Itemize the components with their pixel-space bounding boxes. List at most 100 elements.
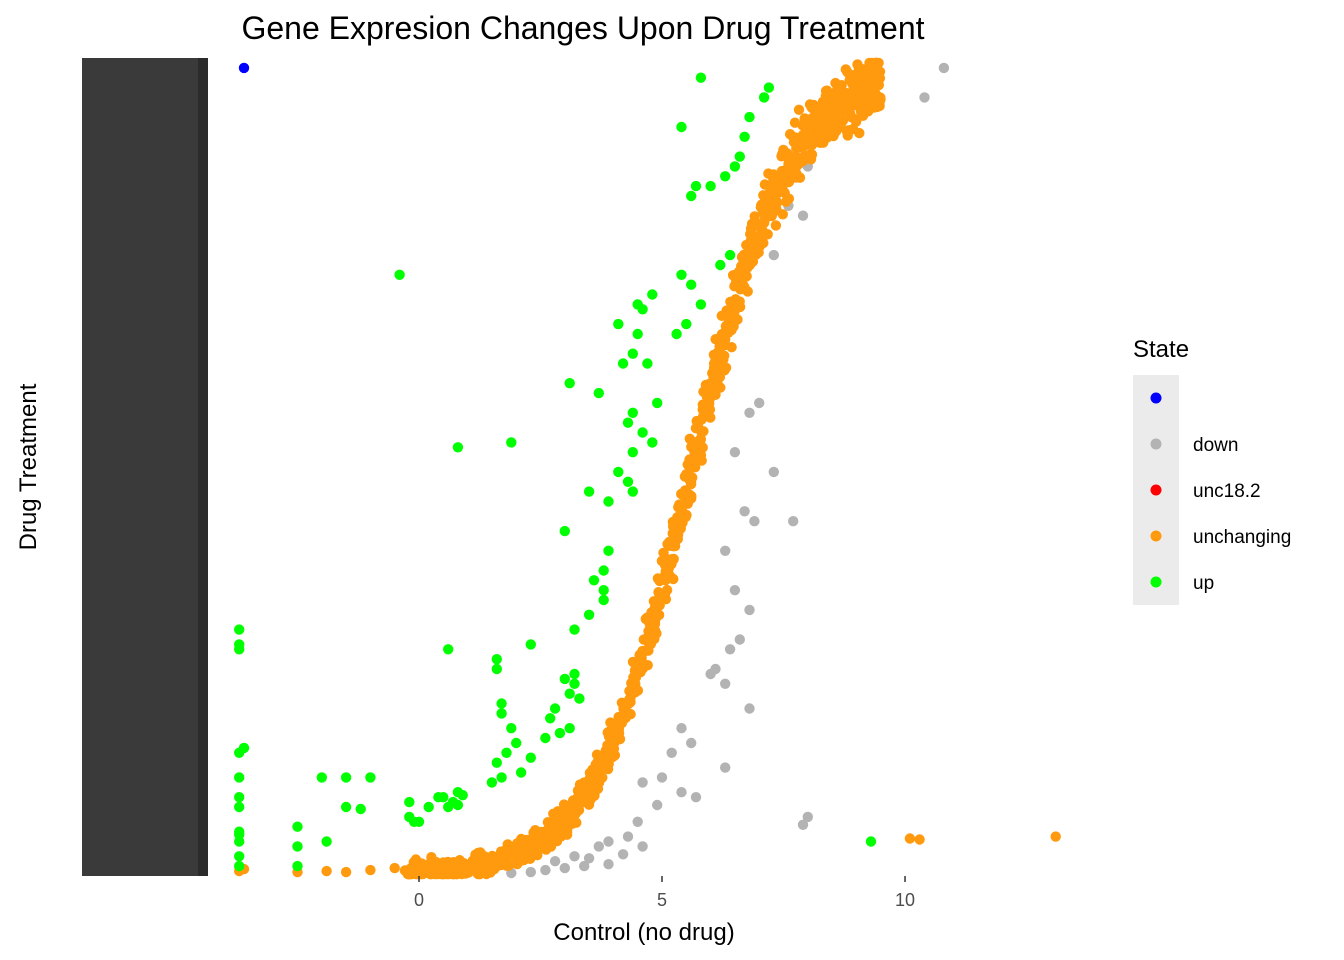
point-unchanging [690,462,701,473]
point-up [681,318,692,330]
point-unchanging [653,609,665,621]
point-down [569,851,580,862]
point-down [549,856,561,867]
point-up [423,801,434,813]
point-down [666,747,677,758]
point-up [583,609,595,620]
point-up [627,486,638,497]
point-down [734,634,745,645]
point-up [549,703,561,714]
point-unchanging [525,853,536,864]
point-down [637,841,648,852]
point-down [632,816,643,827]
x-axis: 0 5 10 [414,876,915,910]
point-up [637,427,648,438]
point-up [355,803,366,815]
chart-title: Gene Expresion Changes Upon Drug Treatme… [241,10,924,46]
point-down [739,506,750,517]
point-unchanging [874,73,886,84]
point-unchanging [774,186,785,197]
point-unchanging [852,96,863,108]
point-unchanging [692,420,704,431]
point-up [569,678,580,689]
point-up [627,348,638,359]
point-down [797,210,809,221]
point-unchanging [848,69,860,81]
point-up [321,836,332,847]
point-up [491,663,502,675]
point-down [676,723,687,734]
point-unchanging [817,116,828,127]
point-down [705,668,716,680]
point-up [647,289,658,300]
point-up [690,180,702,192]
point-unchanging [707,368,718,379]
point-unchanging [875,92,886,103]
point-unchanging [701,404,712,415]
point-unchanging [646,627,657,638]
point-unchanging [481,868,492,880]
point-unchanging [487,856,498,868]
point-unchanging [744,247,755,258]
point-unchanging [389,862,400,874]
point-up [316,772,327,783]
point-unchanging [828,110,839,122]
point-up [443,644,454,655]
point-unchanging [736,251,748,263]
legend-label: up [1193,573,1214,594]
point-unchanging [528,827,539,838]
point-up [729,161,741,172]
point-up [234,772,245,783]
legend-label: unchanging [1193,527,1291,548]
point-unchanging [854,127,865,139]
point-up [452,799,464,811]
point-unchanging [437,859,449,871]
point-unchanging [709,351,721,362]
point-up [686,190,697,202]
legend-key [1150,530,1162,542]
point-unchanging [572,785,584,796]
point-unchanging [638,659,650,671]
point-unchanging [740,262,751,274]
point-unchanging [776,151,787,162]
point-down [938,62,950,74]
point-unchanging [554,815,565,826]
point-unchanging [681,509,692,521]
point-unchanging [757,225,768,236]
point-unchanging [849,113,860,125]
point-unchanging [840,87,851,99]
point-up [525,639,536,650]
point-unchanging [571,801,582,813]
y-axis-overprint-mass [82,58,198,876]
point-up [501,747,512,758]
point-up [234,851,245,862]
point-down [744,407,755,418]
point-up [559,525,570,537]
point-down [652,799,663,811]
point-up [598,594,609,606]
point-up [632,328,643,340]
point-up [627,447,638,458]
point-unchanging [664,536,675,548]
point-down [744,604,755,616]
point-down [690,792,702,803]
point-down [525,866,536,878]
point-unchanging [828,103,840,114]
point-unchanging [696,455,707,466]
point-unchanging [793,104,805,116]
point-unchanging [735,284,746,295]
point-down [744,703,755,714]
point-up [695,72,707,83]
point-up [491,757,502,768]
point-unchanging [451,868,462,879]
point-unchanging [365,864,376,876]
point-up [724,249,736,261]
point-down [579,860,590,872]
point-down [540,864,551,876]
point-down [593,841,604,852]
y-axis-title: Drug Treatment [15,383,42,550]
point-unchanging [761,195,772,207]
point-down [749,516,760,527]
point-unchanging [561,823,572,835]
plot-area [234,57,1061,880]
